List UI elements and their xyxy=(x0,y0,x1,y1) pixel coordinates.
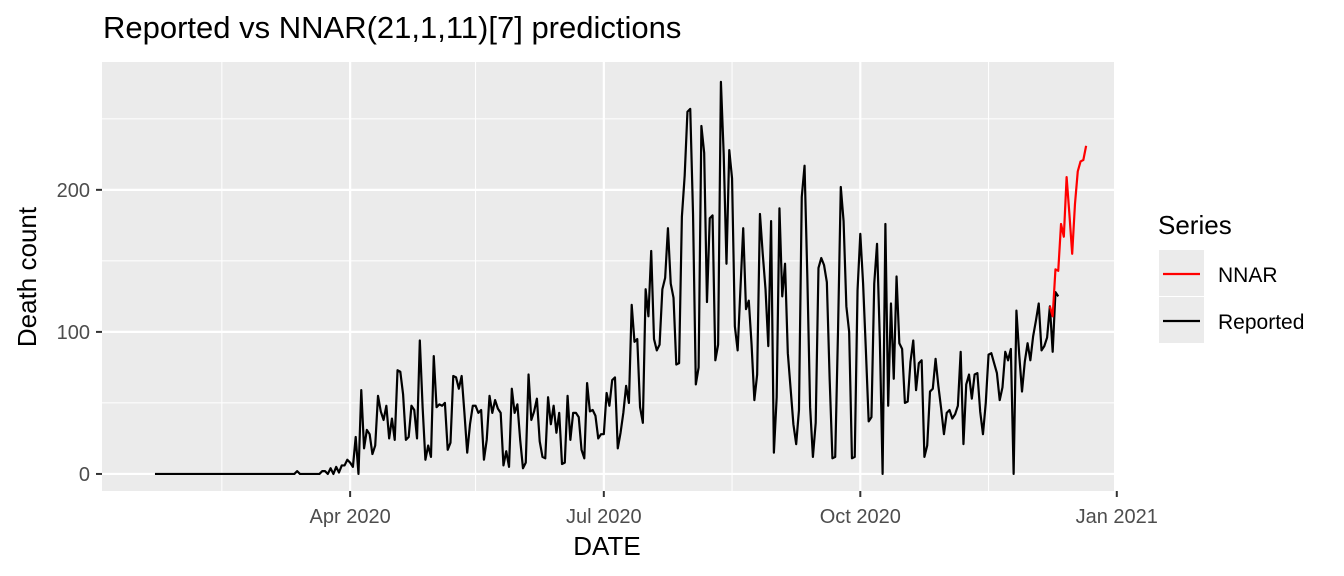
x-tick-label: Jan 2021 xyxy=(1076,506,1158,528)
chart-title: Reported vs NNAR(21,1,11)[7] predictions xyxy=(103,10,681,45)
y-tick-label: 0 xyxy=(79,464,90,486)
legend-label-reported: Reported xyxy=(1218,311,1304,334)
legend-title: Series xyxy=(1158,210,1232,240)
series-line-nnar xyxy=(1048,145,1088,318)
series-lines xyxy=(154,80,1088,476)
y-tick-label: 200 xyxy=(57,180,90,202)
x-tick-label: Apr 2020 xyxy=(310,506,391,528)
legend: Series NNAR Reported xyxy=(1158,210,1304,343)
x-axis-title: DATE xyxy=(573,531,640,561)
series-line-reported xyxy=(154,80,1060,476)
y-tick-label: 100 xyxy=(57,322,90,344)
y-axis: 0 100 200 xyxy=(57,180,102,486)
plot-panel xyxy=(102,62,1118,491)
x-tick-label: Jul 2020 xyxy=(566,506,642,528)
legend-label-nnar: NNAR xyxy=(1218,264,1278,287)
x-tick-label: Oct 2020 xyxy=(820,506,901,528)
y-axis-title: Death count xyxy=(12,206,42,347)
x-axis: Apr 2020 Jul 2020 Oct 2020 Jan 2021 xyxy=(310,491,1158,528)
